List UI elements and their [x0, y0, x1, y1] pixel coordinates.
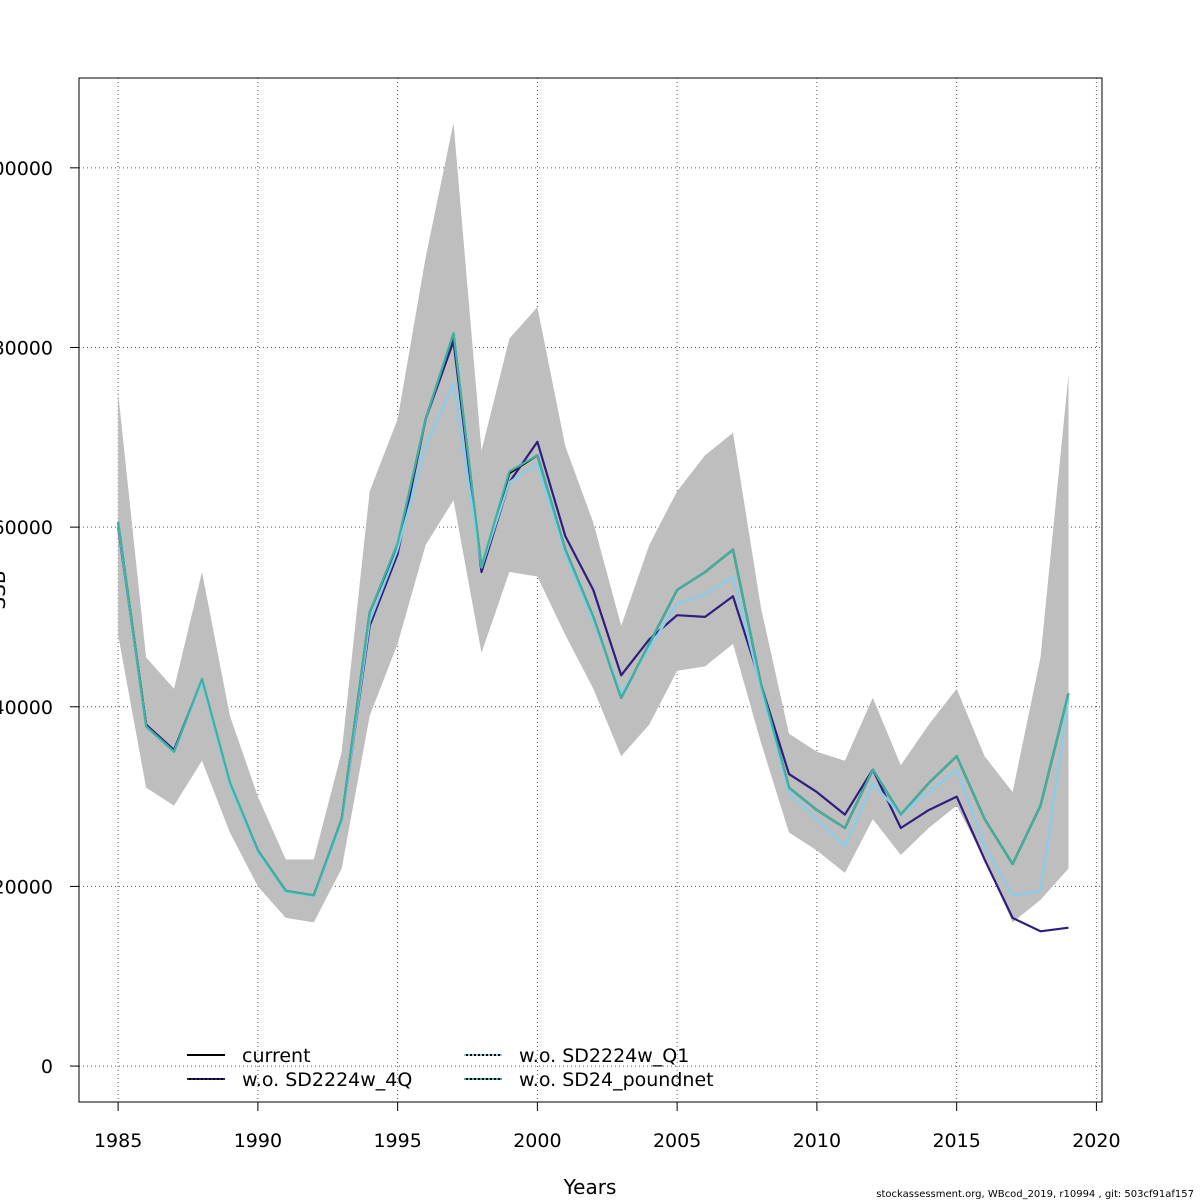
y-tick-label: 0: [41, 1056, 53, 1078]
legend-label: w.o. SD2224w_Q1: [519, 1045, 689, 1067]
y-tick-label: 80000: [0, 337, 53, 359]
x-axis: 1985 1990 1995 2000 2005 2010 2015 2020: [94, 1101, 1121, 1152]
series-lines: [117, 332, 1070, 933]
series-line-3: [117, 332, 1070, 897]
x-tick-label: 2000: [513, 1130, 561, 1152]
y-tick-label: 40000: [0, 697, 53, 719]
x-axis-title: Years: [563, 1175, 617, 1199]
x-tick-label: 2015: [932, 1130, 980, 1152]
y-tick-label: 100000: [0, 158, 53, 180]
y-axis-title: SSB: [0, 570, 10, 609]
x-tick-label: 1990: [234, 1130, 282, 1152]
footer-note: stockassessment.org, WBcod_2019, r10994 …: [876, 1189, 1194, 1200]
x-tick-label: 2010: [793, 1130, 841, 1152]
x-tick-label: 2020: [1072, 1130, 1120, 1152]
legend-label: w.o. SD24_poundnet: [519, 1069, 714, 1091]
legend-label: w.o. SD2224w_4Q: [242, 1069, 412, 1091]
x-tick-label: 1985: [94, 1130, 142, 1152]
confidence-band: [118, 122, 1069, 923]
x-tick-label: 2005: [653, 1130, 701, 1152]
y-tick-label: 60000: [0, 517, 53, 539]
legend-label: current: [242, 1045, 311, 1067]
x-tick-label: 1995: [373, 1130, 421, 1152]
